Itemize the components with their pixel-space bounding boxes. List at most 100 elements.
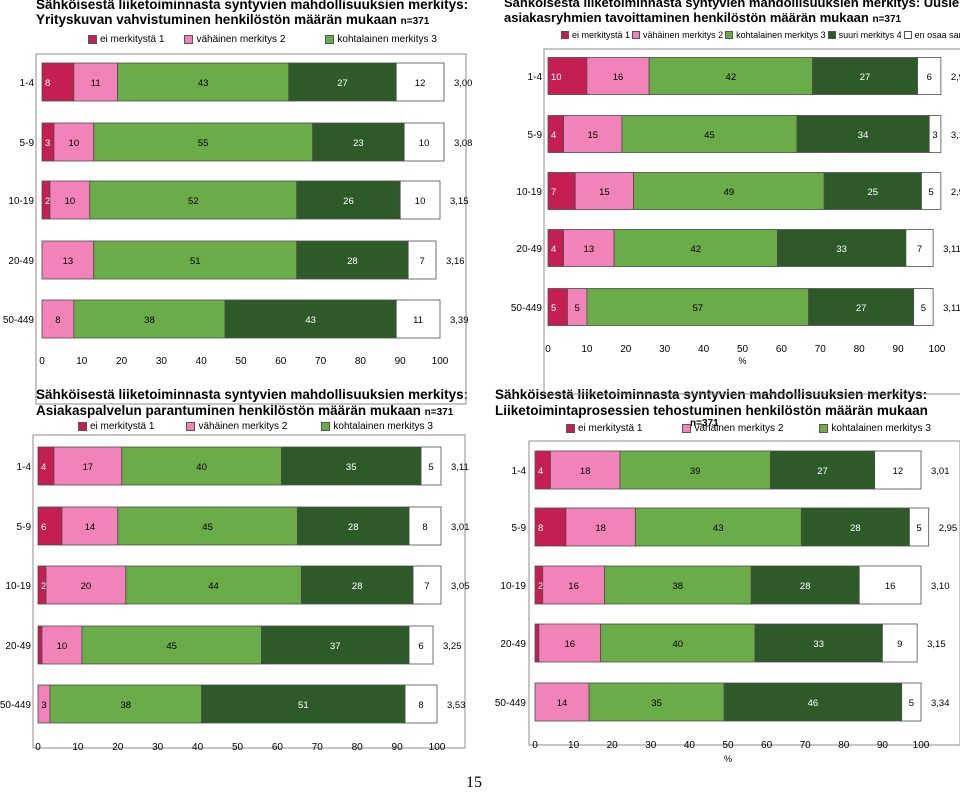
bar-segment bbox=[53, 446, 123, 486]
mean-label: 3,39 bbox=[450, 315, 469, 326]
bar-segment bbox=[600, 623, 756, 663]
data-label: 45 bbox=[166, 641, 177, 652]
data-label: 43 bbox=[713, 523, 724, 534]
x-tick-label: 40 bbox=[196, 356, 208, 367]
data-label: 2 bbox=[538, 581, 543, 592]
x-tick-label: 70 bbox=[312, 742, 324, 753]
legend-item: suuri merkitys 4 bbox=[827, 30, 902, 40]
data-label: 5 bbox=[575, 303, 580, 314]
x-tick-label: 10 bbox=[76, 356, 88, 367]
chart-title-text: asiakasryhmien tavoittaminen henkilöstön… bbox=[504, 10, 869, 25]
x-tick-label: 0 bbox=[35, 742, 41, 753]
legend-label: vähäinen merkitys 2 bbox=[198, 421, 288, 432]
bar-segment bbox=[49, 180, 91, 220]
data-label: 33 bbox=[836, 244, 847, 255]
legend-item: vähäinen merkitys 2 bbox=[184, 34, 285, 45]
bar-segment bbox=[201, 684, 406, 724]
bar-segment bbox=[121, 446, 282, 486]
bar-segment bbox=[399, 180, 441, 220]
x-tick-label: 60 bbox=[776, 344, 788, 355]
bar-segment bbox=[621, 115, 798, 153]
bar-segment bbox=[921, 172, 942, 210]
bar-segment bbox=[905, 229, 934, 267]
legend-label: vähäinen merkitys 2 bbox=[196, 34, 286, 45]
bar-segment bbox=[547, 57, 588, 95]
data-label: 40 bbox=[673, 639, 684, 650]
mean-label: 3,01 bbox=[451, 522, 470, 533]
data-label: 42 bbox=[726, 72, 737, 83]
data-label: 5 bbox=[551, 303, 556, 314]
legend-swatch bbox=[78, 422, 87, 431]
bar-segment bbox=[93, 122, 314, 162]
data-label: 16 bbox=[568, 581, 579, 592]
legend-swatch bbox=[903, 31, 912, 39]
chart-legend: ei merkitystä 1 vähäinen merkitys 2 koht… bbox=[78, 421, 435, 432]
chart-1: 1-4 8 11 43 27 12 3,00 5-9 3 10 55 23 10 3,08 10-19 2 10… bbox=[3, 53, 473, 405]
data-label: 8 bbox=[538, 523, 543, 534]
category-label: 50-449 bbox=[495, 698, 527, 709]
data-label: 27 bbox=[860, 72, 871, 83]
x-tick-label: 10 bbox=[568, 740, 580, 751]
category-label: 20-49 bbox=[500, 639, 526, 650]
bar-segment bbox=[288, 62, 397, 102]
data-label: 38 bbox=[673, 581, 684, 592]
data-label: 13 bbox=[63, 256, 74, 267]
chart-title-line2: asiakasryhmien tavoittaminen henkilöstön… bbox=[504, 10, 901, 27]
legend-swatch bbox=[819, 424, 829, 433]
chart-2: 1-41016422762,905-9415453433,1210-197154… bbox=[511, 48, 960, 395]
mean-label: 3,00 bbox=[454, 78, 473, 89]
bar-segment bbox=[296, 506, 410, 546]
data-label: 8 bbox=[422, 522, 427, 533]
category-label: 10-19 bbox=[8, 196, 34, 207]
x-axis-label: % bbox=[724, 754, 732, 764]
mean-label: 2,95 bbox=[939, 523, 958, 534]
data-label: 10 bbox=[69, 138, 80, 149]
x-tick-label: 80 bbox=[854, 344, 866, 355]
bar-segment bbox=[117, 62, 290, 102]
mean-label: 3,15 bbox=[927, 639, 946, 650]
category-label: 1-4 bbox=[17, 462, 32, 473]
data-label: 9 bbox=[897, 639, 902, 650]
category-label: 10-19 bbox=[500, 581, 526, 592]
bar-segment bbox=[408, 506, 442, 546]
data-label: 43 bbox=[305, 315, 316, 326]
data-label: 45 bbox=[202, 522, 213, 533]
bar-segment bbox=[882, 623, 918, 663]
data-label: 10 bbox=[57, 641, 68, 652]
legend-swatch bbox=[827, 31, 836, 39]
bar-segment bbox=[534, 507, 567, 547]
bar-segment bbox=[117, 506, 298, 546]
data-label: 3 bbox=[45, 138, 50, 149]
bar-segment bbox=[613, 229, 778, 267]
data-label: 42 bbox=[691, 244, 702, 255]
bar-segment bbox=[73, 62, 119, 102]
mean-label: 2,97 bbox=[951, 187, 960, 198]
bar-segment bbox=[777, 229, 907, 267]
data-label: 5 bbox=[428, 462, 433, 473]
n-label: n=371 bbox=[400, 16, 430, 27]
bar-segment bbox=[586, 57, 650, 95]
category-label: 20-49 bbox=[8, 256, 34, 267]
data-label: 4 bbox=[41, 462, 46, 473]
legend-label: kohtalainen merkitys 3 bbox=[337, 34, 437, 45]
x-tick-label: 100 bbox=[913, 740, 930, 751]
bar-segment bbox=[261, 625, 410, 665]
legend-label: suuri merkitys 4 bbox=[838, 30, 902, 40]
x-tick-label: 20 bbox=[607, 740, 619, 751]
x-tick-label: 100 bbox=[429, 742, 446, 753]
legend-item: kohtalainen merkitys 3 bbox=[321, 421, 433, 432]
bar-segment bbox=[913, 288, 934, 326]
category-label: 10-19 bbox=[5, 581, 31, 592]
legend-label: ei merkitystä 1 bbox=[572, 30, 631, 40]
bar-segment bbox=[901, 682, 922, 722]
data-label: 14 bbox=[85, 522, 96, 533]
bar-segment bbox=[404, 684, 438, 724]
category-label: 20-49 bbox=[5, 641, 31, 652]
plot-frame bbox=[35, 53, 467, 405]
bar-segment bbox=[395, 62, 445, 102]
mean-label: 3,34 bbox=[931, 698, 950, 709]
bar-segment bbox=[874, 450, 922, 490]
legend-swatch bbox=[321, 422, 331, 431]
mean-label: 3,11 bbox=[943, 244, 960, 255]
bar-segment bbox=[808, 288, 915, 326]
